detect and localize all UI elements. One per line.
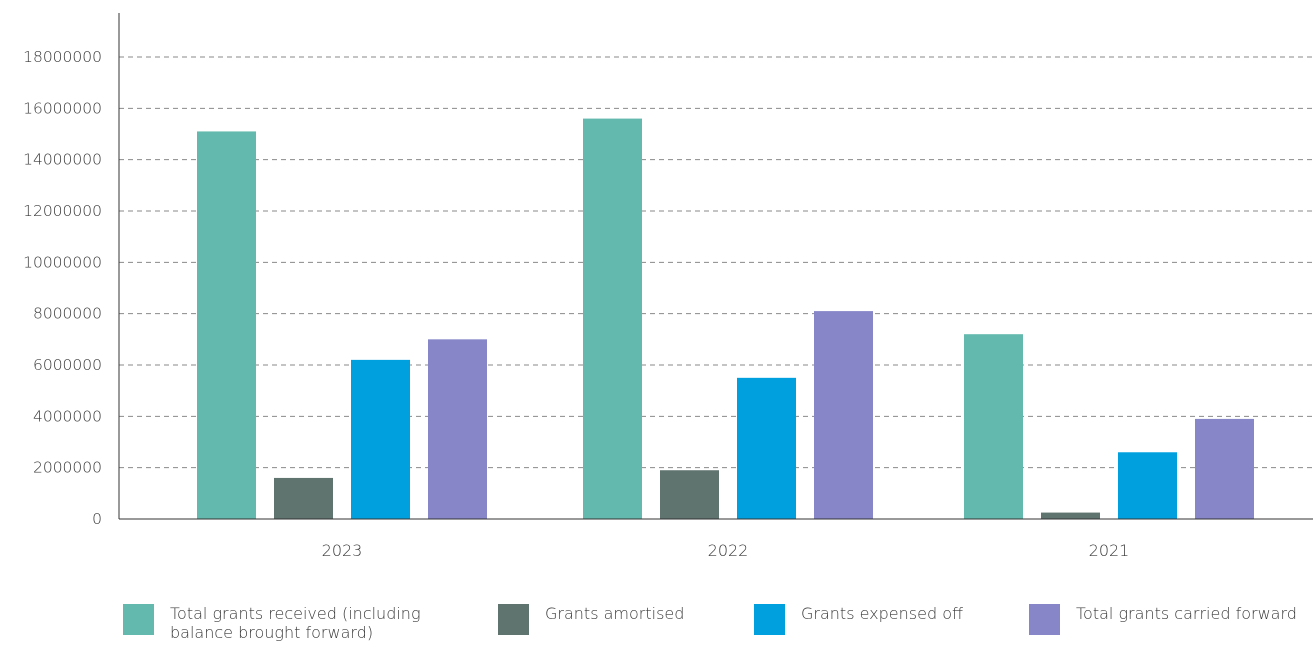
y-tick-label: 6000000 bbox=[33, 356, 102, 374]
bar bbox=[1118, 452, 1177, 519]
y-tick-label: 12000000 bbox=[23, 202, 102, 220]
bar bbox=[428, 339, 487, 519]
bar bbox=[1195, 418, 1254, 519]
y-axis-ticks: 0 2000000 4000000 6000000 8000000 10000000 120… bbox=[23, 48, 102, 528]
bar bbox=[737, 377, 796, 519]
x-tick-label: 2023 bbox=[322, 541, 363, 560]
bars bbox=[197, 118, 1254, 519]
legend-label: Grants expensed off bbox=[801, 604, 964, 623]
bar bbox=[964, 334, 1023, 519]
legend-label: Total grants carried forward bbox=[1076, 604, 1297, 623]
y-tick-label: 2000000 bbox=[33, 459, 102, 477]
legend-label: Grants amortised bbox=[545, 604, 685, 623]
y-tick-label: 10000000 bbox=[23, 253, 102, 271]
axes bbox=[118, 13, 1313, 520]
bar bbox=[351, 359, 410, 519]
y-tick-label: 0 bbox=[92, 510, 102, 528]
bar bbox=[1041, 512, 1100, 519]
bar-chart: 0 2000000 4000000 6000000 8000000 10000000 120… bbox=[23, 13, 1313, 560]
legend-swatch bbox=[498, 604, 529, 635]
bar bbox=[583, 118, 642, 519]
bar bbox=[814, 311, 873, 519]
legend-item-grants-amortised: Grants amortised bbox=[498, 604, 684, 635]
legend-item-total-grants-received: Total grants received (including balance… bbox=[123, 604, 470, 642]
y-tick-label: 4000000 bbox=[33, 407, 102, 425]
legend-swatch bbox=[123, 604, 154, 635]
gridlines bbox=[119, 56, 1313, 469]
legend: Total grants received (including balance… bbox=[0, 604, 1313, 652]
y-tick-label: 14000000 bbox=[23, 151, 102, 169]
bar bbox=[660, 470, 719, 519]
bar bbox=[274, 477, 333, 519]
x-tick-label: 2022 bbox=[708, 541, 749, 560]
legend-item-grants-expensed-off: Grants expensed off bbox=[754, 604, 963, 635]
x-axis-ticks: 2023 2022 2021 bbox=[322, 541, 1130, 560]
legend-item-total-grants-carried-forward: Total grants carried forward bbox=[1029, 604, 1297, 635]
x-tick-label: 2021 bbox=[1089, 541, 1130, 560]
y-tick-label: 18000000 bbox=[23, 48, 102, 66]
legend-swatch bbox=[1029, 604, 1060, 635]
legend-swatch bbox=[754, 604, 785, 635]
legend-label: Total grants received (including balance… bbox=[170, 604, 421, 642]
bar bbox=[197, 131, 256, 519]
y-tick-label: 8000000 bbox=[33, 305, 102, 323]
y-tick-label: 16000000 bbox=[23, 99, 102, 117]
